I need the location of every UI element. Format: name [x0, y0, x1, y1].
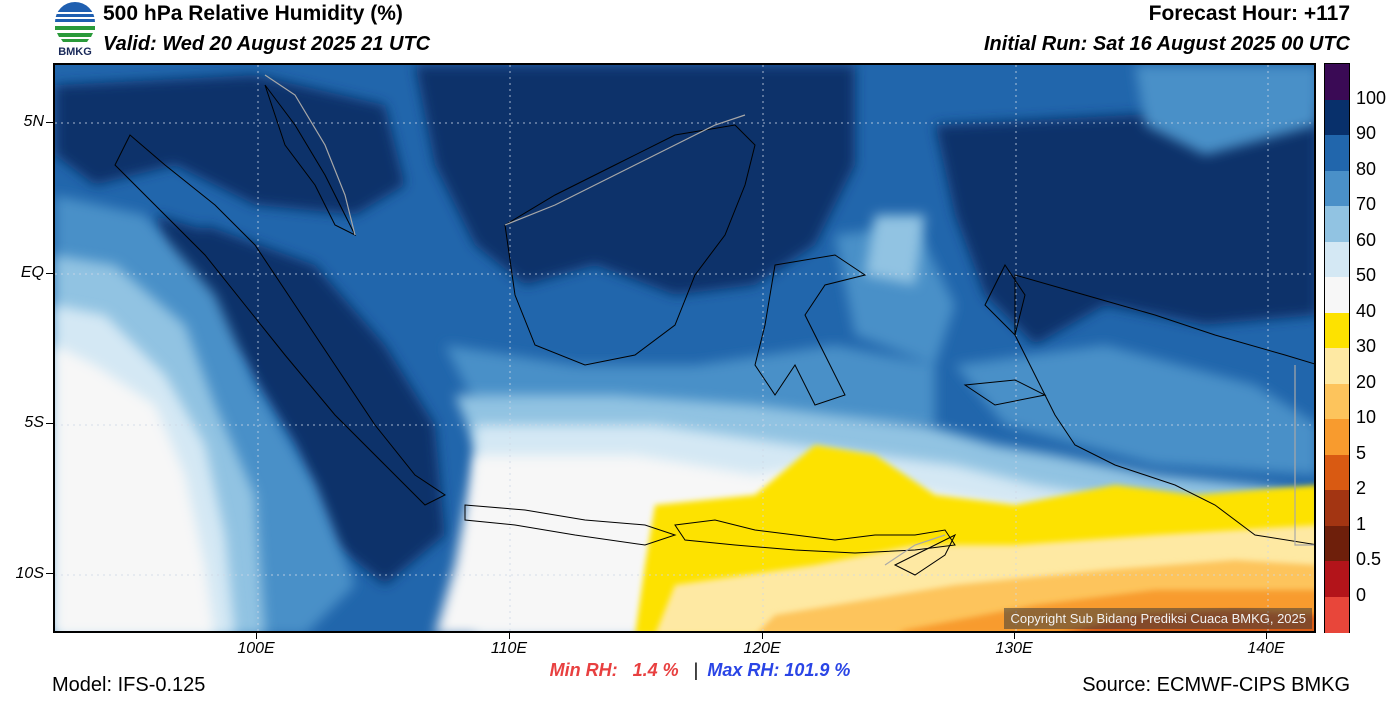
- lat-tick: [46, 423, 53, 424]
- colorbar-segment: [1325, 383, 1349, 420]
- chart-title: 500 hPa Relative Humidity (%): [103, 2, 403, 25]
- rh-separator: |: [693, 660, 699, 680]
- min-rh-value: 1.4 %: [632, 660, 679, 680]
- lat-tick: [46, 122, 53, 123]
- lon-label-100e: 100E: [237, 640, 275, 657]
- bmkg-emblem-icon: [55, 2, 95, 42]
- lon-tick: [762, 633, 763, 639]
- colorbar-label: 5: [1356, 442, 1367, 463]
- data-source: Source: ECMWF-CIPS BMKG: [1082, 674, 1350, 696]
- colorbar-segment: [1325, 99, 1349, 136]
- max-rh-value: 101.9 %: [784, 660, 851, 680]
- colorbar-label: 20: [1356, 371, 1377, 392]
- colorbar-label: 80: [1356, 158, 1377, 179]
- lon-tick: [1014, 633, 1015, 639]
- colorbar-segment: [1325, 596, 1349, 633]
- lat-tick: [46, 273, 53, 274]
- colorbar-segment: [1325, 312, 1349, 349]
- colorbar-label: 30: [1356, 336, 1377, 356]
- colorbar-label: 40: [1356, 300, 1377, 321]
- lat-label-10s: 10S: [15, 565, 44, 582]
- colorbar-label: 70: [1356, 194, 1377, 214]
- colorbar-segment: [1325, 454, 1349, 491]
- colorbar-label: 0: [1356, 584, 1367, 605]
- colorbar-segment: [1325, 170, 1349, 207]
- colorbar: [1324, 63, 1350, 633]
- lat-tick: [46, 573, 53, 574]
- lon-tick: [256, 633, 257, 639]
- lon-label-140e: 140E: [1247, 640, 1285, 657]
- lon-label-120e: 120E: [743, 640, 781, 657]
- colorbar-label: 50: [1356, 265, 1377, 285]
- colorbar-segment: [1325, 135, 1349, 171]
- initial-run: Initial Run: Sat 16 August 2025 00 UTC: [983, 33, 1350, 55]
- forecast-hour: Forecast Hour: +117: [1148, 2, 1350, 25]
- colorbar-segment: [1325, 419, 1349, 455]
- lat-label-5s: 5S: [24, 414, 44, 431]
- rh-extremes: Min RH: 1.4 % | Max RH: 101.9 %: [0, 660, 1400, 681]
- lon-label-130e: 130E: [995, 640, 1033, 657]
- colorbar-segment: [1325, 490, 1349, 526]
- colorbar-segment: [1325, 64, 1349, 100]
- colorbar-label: 60: [1356, 229, 1377, 250]
- colorbar-segment: [1325, 277, 1349, 313]
- logo-text: BMKG: [58, 46, 92, 58]
- colorbar-label: 10: [1356, 407, 1377, 427]
- colorbar-segment: [1325, 348, 1349, 384]
- valid-time: Valid: Wed 20 August 2025 21 UTC: [103, 33, 431, 55]
- lon-tick: [509, 633, 510, 639]
- colorbar-segment: [1325, 241, 1349, 278]
- colorbar-segment: [1325, 561, 1349, 597]
- min-rh-label: Min RH:: [549, 660, 618, 680]
- copyright-notice: Copyright Sub Bidang Prediksi Cuaca BMKG…: [1004, 608, 1312, 629]
- lon-label-110e: 110E: [490, 640, 528, 657]
- colorbar-segment: [1325, 525, 1349, 562]
- lon-tick: [1266, 633, 1267, 639]
- lat-label-eq: EQ: [20, 264, 44, 281]
- colorbar-label: 100: [1356, 87, 1387, 108]
- model-name: Model: IFS-0.125: [52, 674, 206, 696]
- max-rh-label: Max RH:: [707, 660, 780, 680]
- humidity-field: [55, 65, 1314, 631]
- colorbar-label: 1: [1356, 513, 1367, 534]
- colorbar-label: 0.5: [1356, 549, 1382, 569]
- colorbar-segment: [1325, 206, 1349, 242]
- humidity-map: Copyright Sub Bidang Prediksi Cuaca BMKG…: [53, 63, 1316, 633]
- bmkg-logo: BMKG: [50, 0, 100, 62]
- colorbar-label: 90: [1356, 123, 1377, 143]
- lat-label-5n: 5N: [23, 113, 44, 130]
- colorbar-label: 2: [1356, 478, 1367, 498]
